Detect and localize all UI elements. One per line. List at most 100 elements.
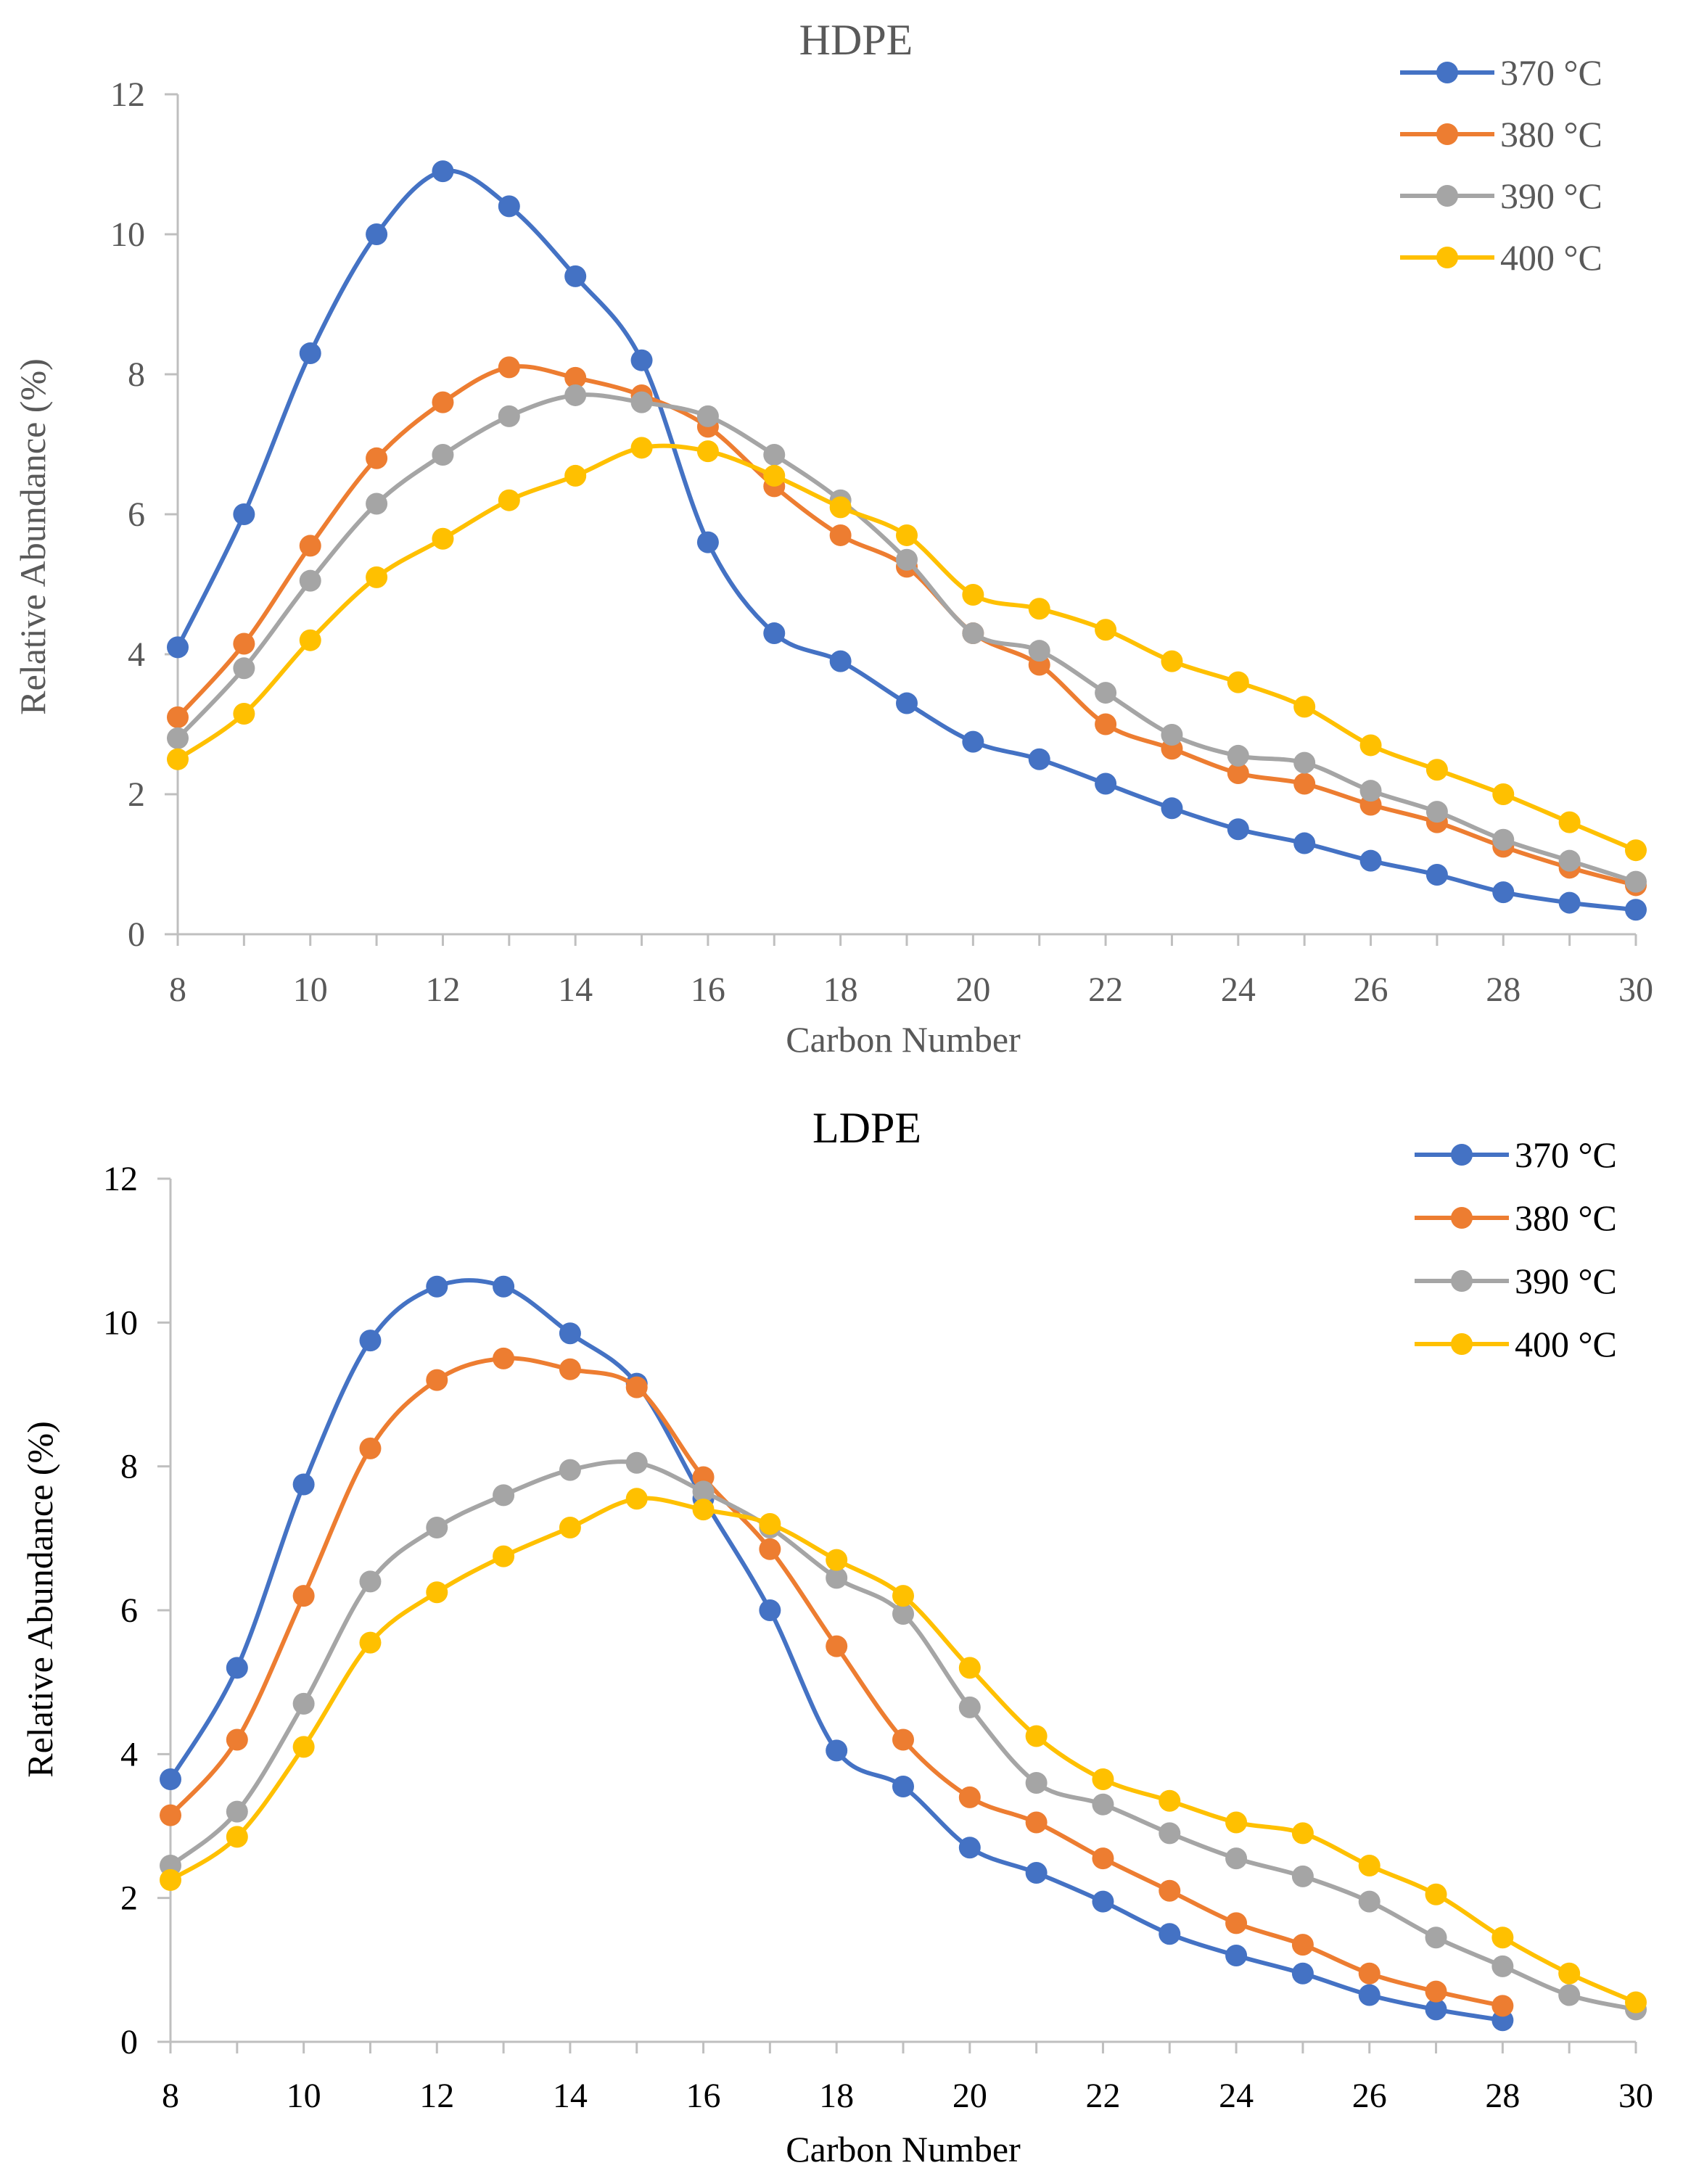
hdpe-data-point <box>630 437 653 459</box>
hdpe-data-point <box>829 524 852 546</box>
ldpe-data-point <box>1358 1855 1380 1877</box>
hdpe-data-point <box>962 730 984 753</box>
ldpe-data-point <box>292 1736 315 1758</box>
hdpe-data-point <box>630 349 653 371</box>
ldpe-legend-marker <box>1451 1270 1473 1292</box>
ldpe-data-point <box>1159 1879 1181 1902</box>
hdpe-data-point <box>962 622 984 645</box>
ldpe-data-point <box>958 1786 981 1808</box>
hdpe-data-point <box>1028 598 1050 620</box>
hdpe-data-point <box>564 464 587 487</box>
ldpe-data-point <box>826 1739 848 1762</box>
hdpe-x-tick-label: 22 <box>1088 971 1123 1009</box>
hdpe-data-point <box>432 391 454 413</box>
hdpe-legend-entry: 370 °C <box>1400 52 1602 93</box>
hdpe-data-point <box>630 391 653 413</box>
hdpe-data-point <box>1359 849 1382 872</box>
ldpe-data-point <box>892 1775 914 1797</box>
ldpe-legend-entry: 370 °C <box>1415 1134 1617 1175</box>
ldpe-y-axis-label: Relative Abundance (%) <box>20 1421 60 1777</box>
hdpe-data-point <box>896 692 918 714</box>
ldpe-x-tick-label: 24 <box>1219 2077 1254 2115</box>
hdpe-y-tick-label: 8 <box>128 355 145 394</box>
ldpe-data-point <box>160 1768 181 1791</box>
ldpe-data-point <box>559 1516 581 1538</box>
hdpe-data-point <box>1095 682 1117 704</box>
hdpe-data-point <box>829 650 852 672</box>
hdpe-x-tick-label: 16 <box>691 971 725 1009</box>
ldpe-data-point <box>426 1581 448 1604</box>
ldpe-data-point <box>1092 1793 1114 1816</box>
ldpe-data-point <box>1025 1725 1048 1747</box>
hdpe-data-point <box>696 440 719 463</box>
hdpe-data-point <box>564 366 587 389</box>
ldpe-data-point <box>958 1696 981 1718</box>
ldpe-data-point <box>1159 1789 1181 1812</box>
hdpe-series-line <box>176 443 1638 853</box>
hdpe-x-tick-label: 14 <box>558 971 593 1009</box>
ldpe-legend-marker <box>1451 1144 1473 1166</box>
ldpe-data-point <box>1291 1865 1314 1887</box>
ldpe-data-point <box>1491 1927 1514 1949</box>
hdpe-legend-entry: 390 °C <box>1400 176 1602 216</box>
ldpe-data-point <box>493 1347 515 1369</box>
ldpe-data-point <box>625 1451 648 1474</box>
ldpe-data-point <box>426 1369 448 1391</box>
ldpe-data-point <box>493 1275 515 1298</box>
hdpe-legend-label: 390 °C <box>1500 176 1602 216</box>
hdpe-legend-entry: 400 °C <box>1400 237 1602 278</box>
ldpe-data-point <box>559 1358 581 1380</box>
hdpe-x-tick-label: 8 <box>169 971 186 1009</box>
hdpe-data-point <box>233 503 255 525</box>
hdpe-data-point <box>1625 899 1647 921</box>
hdpe-y-tick-label: 0 <box>128 915 145 954</box>
hdpe-y-tick-label: 12 <box>110 75 145 114</box>
ldpe-x-tick-label: 26 <box>1352 2077 1387 2115</box>
hdpe-data-point <box>763 622 786 645</box>
ldpe-data-point <box>1291 1822 1314 1845</box>
hdpe-data-point <box>1227 744 1249 767</box>
ldpe-data-point <box>1225 1811 1248 1834</box>
ldpe-data-point <box>692 1480 715 1503</box>
ldpe-data-point <box>226 1826 248 1848</box>
ldpe-data-point <box>625 1488 648 1510</box>
hdpe-data-point <box>167 748 189 770</box>
ldpe-data-point <box>359 1330 382 1352</box>
ldpe-legend-entry: 390 °C <box>1415 1261 1617 1301</box>
ldpe-data-point <box>1291 1962 1314 1985</box>
ldpe-data-point <box>692 1499 715 1521</box>
ldpe-data-point <box>359 1437 382 1459</box>
ldpe-data-point <box>292 1692 315 1715</box>
ldpe-data-point <box>1425 1883 1447 1905</box>
ldpe-data-point <box>1358 1962 1380 1985</box>
hdpe-x-tick-label: 12 <box>425 971 460 1009</box>
ldpe-series-1 <box>160 1347 1514 2017</box>
ldpe-series-2 <box>160 1451 1647 2021</box>
ldpe-y-tick-label: 6 <box>120 1591 138 1630</box>
ldpe-legend-label: 380 °C <box>1515 1198 1617 1238</box>
hdpe-data-point <box>498 405 520 427</box>
ldpe-data-point <box>426 1275 448 1298</box>
hdpe-data-point <box>1625 870 1647 893</box>
ldpe-data-point <box>359 1631 382 1654</box>
hdpe-data-point <box>299 629 321 651</box>
hdpe-data-point <box>763 464 786 487</box>
ldpe-y-tick-label: 12 <box>103 1160 138 1198</box>
ldpe-series-3 <box>160 1488 1647 2014</box>
hdpe-data-point <box>1028 640 1050 662</box>
ldpe-legend-marker <box>1451 1333 1473 1355</box>
ldpe-data-point <box>759 1538 781 1560</box>
hdpe-legend-label: 380 °C <box>1500 114 1602 154</box>
ldpe-x-tick-label: 16 <box>686 2077 721 2115</box>
hdpe-x-tick-label: 30 <box>1618 971 1653 1009</box>
hdpe-data-point <box>1425 801 1448 823</box>
hdpe-data-point <box>432 527 454 550</box>
ldpe-data-point <box>226 1800 248 1823</box>
ldpe-data-point <box>1092 1768 1114 1791</box>
hdpe-data-point <box>1227 762 1249 785</box>
ldpe-chart-title: LDPE <box>812 1104 921 1152</box>
ldpe-data-point <box>1491 1995 1514 2017</box>
